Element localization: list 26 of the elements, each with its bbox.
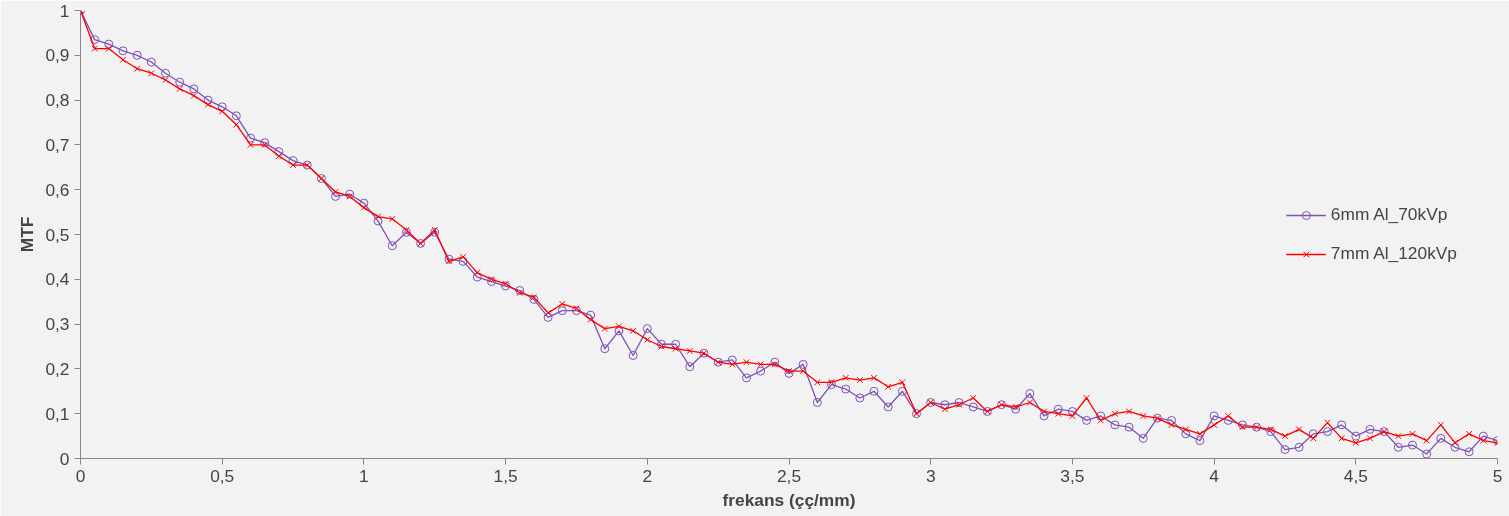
x-tick-label: 3 <box>925 465 936 486</box>
x-tick-label: 0 <box>75 465 86 486</box>
y-tick-label: 0,6 <box>45 179 70 200</box>
x-tick-label: 0,5 <box>210 465 235 486</box>
y-tick-label: 0,1 <box>45 403 70 424</box>
x-tick-label: 5 <box>1492 465 1503 486</box>
y-tick-label: 0 <box>59 448 70 469</box>
y-tick-label: 0,5 <box>45 224 70 245</box>
y-tick-label: 0,3 <box>45 314 70 335</box>
y-tick-label: 0,2 <box>45 358 70 379</box>
y-axis-title: MTF <box>17 216 38 253</box>
x-tick-label: 2,5 <box>776 465 802 486</box>
y-tick-label: 0,9 <box>45 45 70 66</box>
y-tick-label: 0,8 <box>45 90 70 111</box>
legend-label: 6mm Al_70kVp <box>1330 204 1448 225</box>
x-tick-label: 2 <box>642 465 653 486</box>
x-tick-label: 1 <box>359 465 369 486</box>
x-tick-label: 3,5 <box>1060 465 1085 486</box>
x-axis-title: frekans (çç/mm) <box>722 489 856 510</box>
x-tick-label: 4 <box>1209 465 1220 486</box>
x-tick-label: 1,5 <box>493 465 518 486</box>
x-tick-label: 4,5 <box>1343 465 1368 486</box>
y-tick-label: 0,4 <box>45 269 70 290</box>
y-tick-label: 1 <box>59 0 70 21</box>
legend-label: 7mm Al_120kVp <box>1330 243 1457 264</box>
y-tick-label: 0,7 <box>45 134 70 155</box>
